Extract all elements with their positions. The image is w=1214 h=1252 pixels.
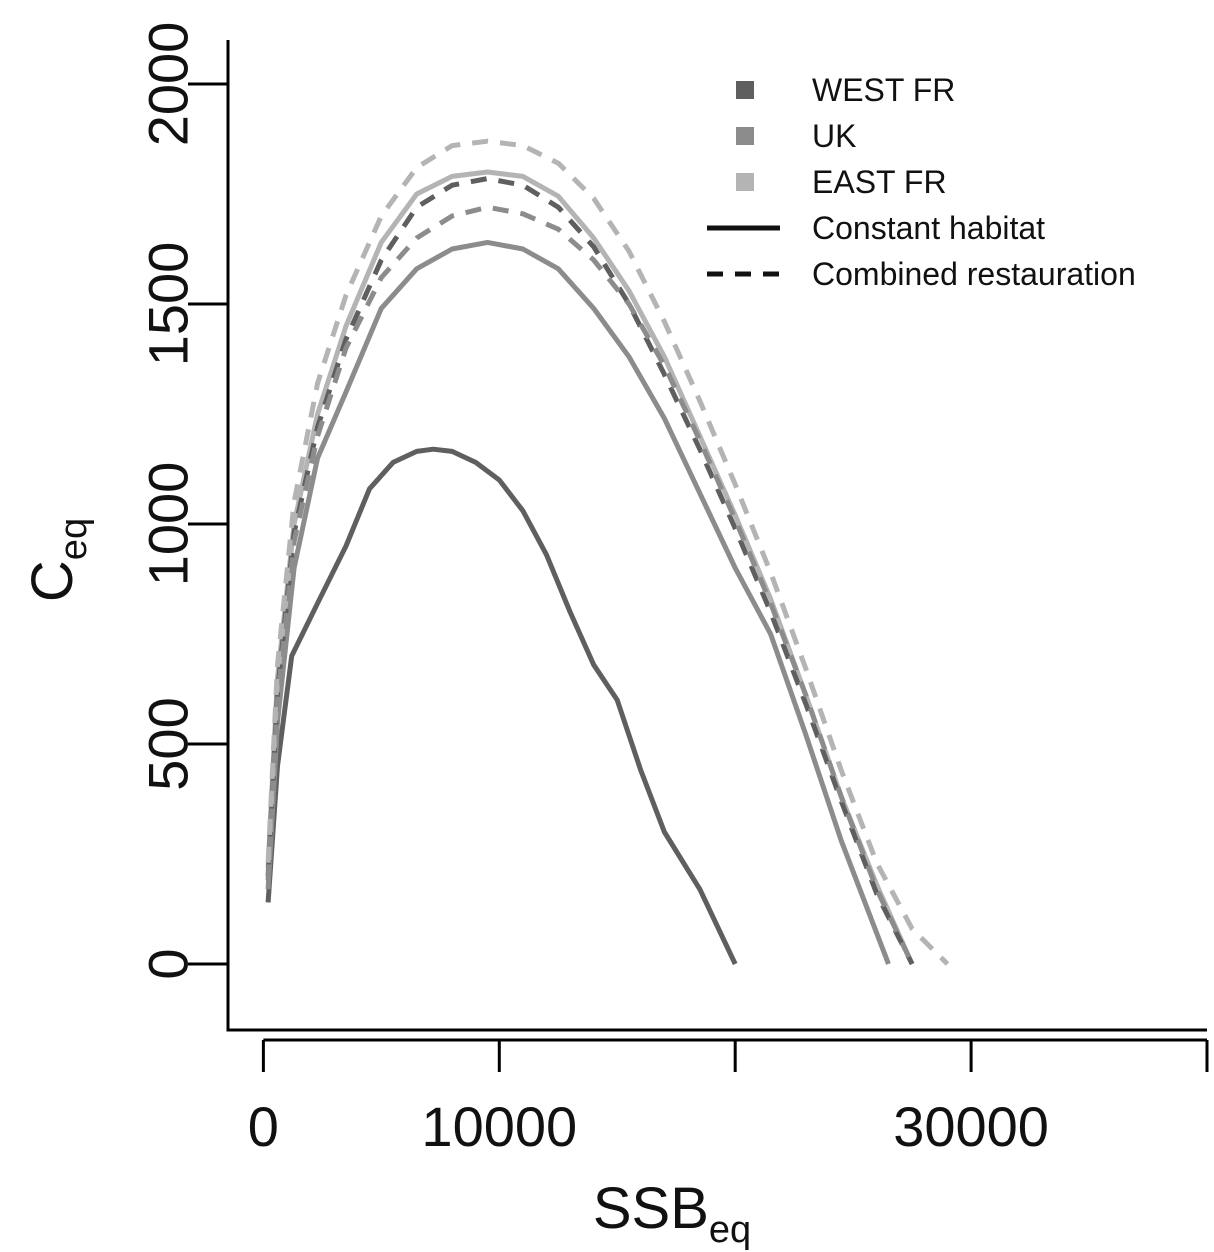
legend-swatch (736, 173, 754, 191)
y-axis-title: Ceq (20, 518, 95, 602)
series-line-west-fr-combined (265, 176, 915, 966)
x-axis-title-main: SSB (593, 1176, 709, 1241)
series-lines (265, 138, 950, 966)
legend-label: EAST FR (812, 164, 947, 200)
legend-label: Combined restauration (812, 256, 1136, 292)
axes (226, 40, 1207, 1032)
x-axis-title: SSBeq (593, 1176, 751, 1251)
y-axis-title-sub: eq (53, 518, 95, 560)
y-tick-label: 1500 (137, 242, 200, 367)
x-tick-label: 0 (248, 1095, 279, 1158)
legend-label: Constant habitat (812, 210, 1045, 246)
x-tick-label: 10000 (421, 1095, 577, 1158)
legend-label: WEST FR (812, 72, 955, 108)
x-axis-title-sub: eq (709, 1209, 751, 1251)
series-line-west-fr-constant (265, 446, 738, 966)
y-axis-title-main: C (20, 560, 85, 602)
series-line-uk-constant (265, 239, 891, 965)
y-tick-label: 500 (137, 697, 200, 790)
y-tick-label: 0 (137, 948, 200, 979)
y-tick-label: 2000 (137, 22, 200, 147)
series-line-uk-combined (265, 204, 915, 966)
y-axis-ticks: 0 500 1000 1500 2000 (137, 22, 228, 980)
legend-swatch (736, 127, 754, 145)
legend-label: UK (812, 118, 856, 154)
x-tick-label: 30000 (893, 1095, 1049, 1158)
y-tick-label: 1000 (137, 462, 200, 587)
series-line-east-fr-combined (265, 138, 950, 966)
x-axis-ticks: 0 10000 30000 (248, 1038, 1209, 1158)
legend-swatch (736, 81, 754, 99)
legend: WEST FR UK EAST FR Constant habitat Combined… (707, 72, 1136, 292)
